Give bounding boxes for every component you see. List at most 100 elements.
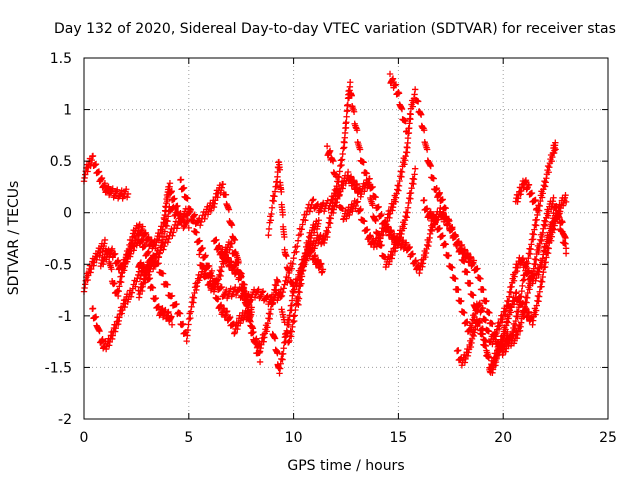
data-point [152, 294, 160, 302]
x-axis-tick-labels: 0 5 10 15 20 25 [80, 430, 617, 446]
data-point [123, 193, 131, 201]
data-point [403, 127, 410, 135]
data-point [226, 313, 234, 321]
data-point [398, 105, 406, 113]
data-point [480, 286, 487, 294]
data-point [485, 354, 493, 362]
data-point [458, 297, 465, 305]
data-point [524, 289, 531, 297]
data-point [240, 284, 248, 292]
data-point [343, 119, 350, 126]
data-point [117, 278, 125, 286]
data-point [202, 252, 209, 259]
data-point [455, 347, 462, 354]
data-point [367, 232, 374, 239]
data-point [145, 233, 152, 241]
data-point [279, 356, 286, 363]
data-point [277, 293, 285, 300]
data-point [343, 113, 350, 120]
data-point [369, 202, 376, 209]
data-point [301, 255, 309, 263]
data-point [366, 175, 373, 182]
data-point [289, 318, 297, 326]
series-2 [89, 176, 570, 355]
data-point [196, 237, 203, 244]
data-point [363, 170, 370, 177]
data-point [449, 264, 456, 271]
data-point [280, 345, 287, 352]
data-point [411, 171, 418, 178]
data-point [296, 289, 303, 296]
data-point [220, 305, 228, 312]
data-point [173, 225, 181, 232]
data-point [222, 250, 229, 258]
data-point [282, 338, 289, 346]
data-point [436, 224, 443, 232]
data-point [423, 146, 431, 153]
data-point [483, 297, 490, 305]
data-point [217, 301, 225, 309]
data-point [455, 238, 462, 246]
data-point [168, 292, 176, 299]
data-point [513, 289, 520, 296]
data-point [228, 258, 235, 265]
data-point [442, 205, 449, 212]
data-point [160, 233, 168, 241]
data-point [156, 249, 163, 257]
data-point [482, 317, 490, 324]
data-point [552, 146, 559, 153]
data-point [445, 216, 452, 223]
data-point [336, 168, 343, 175]
data-point [286, 267, 293, 275]
y-tick-label: -2 [58, 412, 72, 428]
data-point [228, 222, 236, 229]
data-point [464, 269, 471, 276]
data-point [184, 216, 192, 224]
data-point [329, 157, 337, 165]
data-point [299, 221, 306, 228]
data-point [372, 194, 379, 201]
data-point [420, 196, 428, 204]
data-point [143, 266, 151, 274]
data-point [335, 192, 343, 200]
data-point [332, 173, 340, 180]
data-point [144, 249, 151, 257]
data-point [559, 219, 566, 226]
data-point [364, 226, 371, 233]
data-point [278, 188, 285, 196]
data-point [204, 272, 211, 279]
data-point [455, 286, 462, 294]
x-tick-label: 15 [389, 430, 407, 446]
data-point [308, 201, 315, 209]
data-point [178, 217, 185, 224]
data-point [283, 327, 290, 334]
data-point [439, 232, 446, 239]
data-point [279, 288, 287, 296]
data-point [259, 288, 267, 295]
data-point [306, 208, 313, 215]
data-point [248, 304, 255, 311]
y-tick-label: 0.5 [50, 154, 72, 170]
data-point [223, 307, 231, 315]
data-point [283, 252, 290, 260]
data-point [309, 197, 316, 204]
data-point [470, 257, 478, 264]
chart-title: Day 132 of 2020, Sidereal Day-to-day VTE… [54, 21, 616, 37]
data-point [470, 292, 477, 299]
data-point [458, 246, 465, 253]
data-point [214, 295, 222, 303]
data-point [298, 273, 306, 280]
data-point [552, 139, 559, 146]
data-point [310, 196, 317, 203]
data-point [411, 165, 419, 172]
data-point [223, 286, 230, 294]
data-point [461, 309, 468, 317]
data-point [199, 244, 206, 252]
data-point [171, 195, 178, 202]
data-point [427, 208, 434, 215]
data-point [274, 278, 282, 286]
data-point [338, 161, 345, 169]
data-point [464, 250, 472, 257]
data-point [265, 225, 273, 233]
